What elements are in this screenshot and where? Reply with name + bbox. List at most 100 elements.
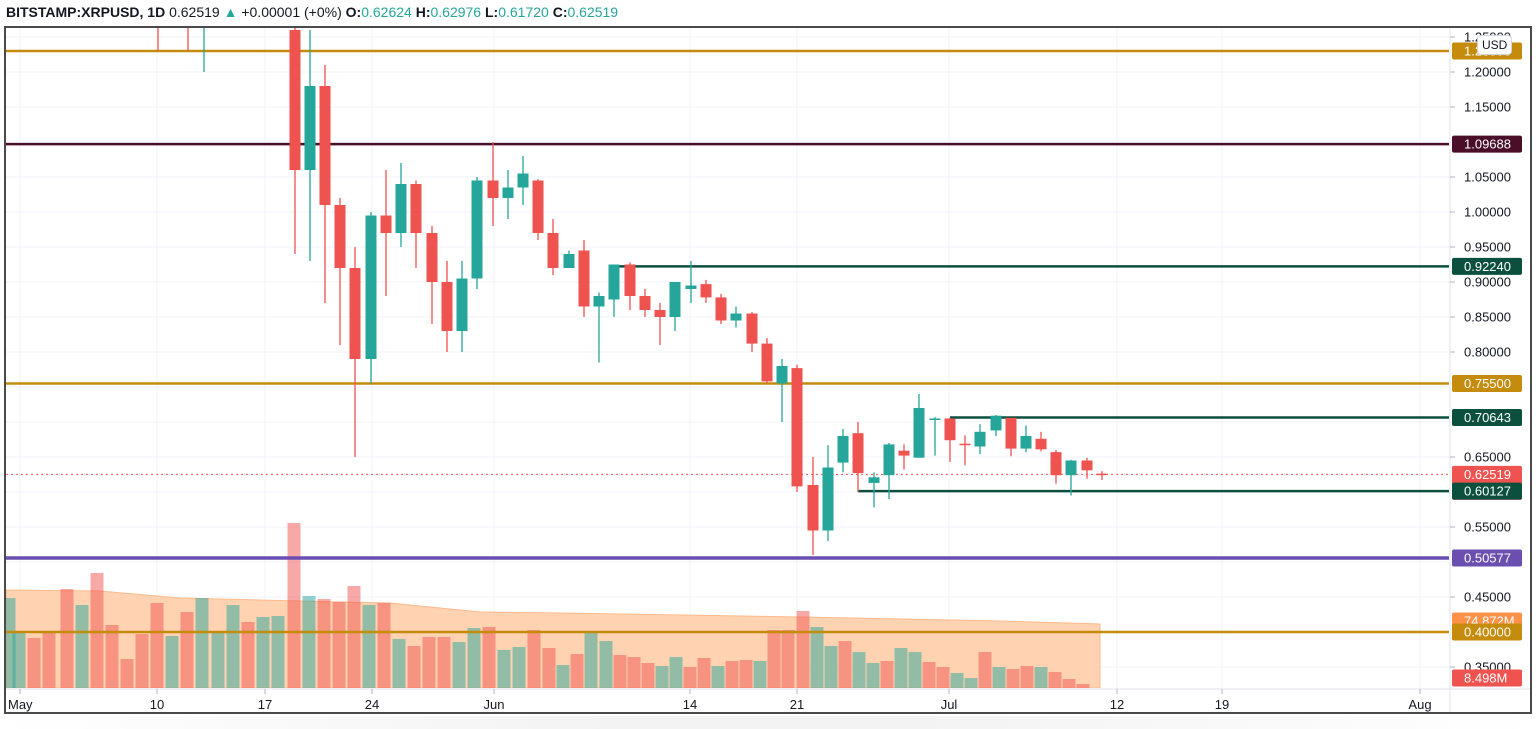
volume-bar: [377, 603, 391, 688]
candle-body: [304, 86, 316, 170]
volume-bar: [1076, 684, 1090, 688]
price-tag-label: 0.62519: [1464, 467, 1511, 482]
candle-body: [791, 368, 803, 487]
volume-bar: [669, 657, 683, 688]
price-tag-label: 8.498M: [1464, 671, 1507, 686]
x-tick-label: Aug: [1408, 697, 1431, 712]
candle-body: [730, 313, 742, 321]
volume-bar: [392, 639, 406, 688]
candle-body: [639, 296, 651, 310]
high-value: 0.62976: [430, 4, 482, 20]
symbol-title: BITSTAMP:XRPUSD, 1D: [6, 4, 166, 20]
y-tick-label: 1.05000: [1464, 170, 1511, 185]
price-tag: [1452, 375, 1522, 392]
candle-body: [1065, 460, 1077, 476]
candle-body: [913, 408, 925, 458]
volume-bar: [27, 638, 41, 688]
volume-bar: [655, 666, 669, 688]
volume-bars: [6, 523, 1101, 688]
volume-bar: [838, 641, 852, 688]
last-price: 0.62519: [169, 4, 220, 20]
volume-bar: [978, 652, 992, 688]
candle-body: [990, 415, 1002, 431]
volume-bar: [422, 637, 436, 688]
candle-body: [1020, 436, 1032, 449]
volume-bar: [135, 634, 149, 688]
volume-bar: [407, 646, 421, 688]
candle-body: [517, 173, 529, 188]
volume-bar: [256, 617, 270, 688]
volume-bar: [42, 632, 56, 688]
volume-bar: [584, 632, 598, 688]
volume-bar: [437, 637, 451, 688]
volume-bar: [922, 662, 936, 688]
candle-body: [852, 433, 864, 474]
x-tick-label: 14: [683, 697, 697, 712]
x-tick-label: Jul: [941, 697, 958, 712]
volume-bar: [753, 661, 767, 688]
volume-bar: [512, 647, 526, 688]
price-tag-label: 0.92240: [1464, 259, 1511, 274]
volume-bar: [627, 657, 641, 688]
candle-body: [685, 285, 697, 289]
candle-body: [776, 366, 788, 384]
up-triangle-icon: ▲: [223, 4, 238, 20]
price-tag: [1452, 482, 1522, 500]
volume-bar: [332, 602, 346, 688]
price-tag: [1452, 623, 1522, 641]
horizontal-levels[interactable]: [6, 49, 1450, 634]
candle-body: [868, 477, 880, 483]
volume-bar: [362, 605, 376, 688]
volume-bar: [12, 632, 26, 688]
volume-bar: [810, 627, 824, 688]
volume-bar: [824, 646, 838, 688]
currency-badge[interactable]: USD: [1477, 35, 1513, 55]
candle-body: [1035, 438, 1047, 450]
candle-body: [1005, 417, 1017, 449]
candle-body: [441, 282, 453, 331]
price-tag-label: 0.75500: [1464, 376, 1511, 391]
x-tick-label: 24: [365, 697, 379, 712]
price-tag-label: 1.09688: [1464, 137, 1511, 152]
price-tag-label: 0.50577: [1464, 550, 1511, 565]
volume-bar: [936, 667, 950, 688]
volume-bar: [697, 658, 711, 688]
candle-body: [608, 264, 620, 300]
volume-bar: [1048, 672, 1062, 688]
candle-body: [822, 467, 834, 531]
y-tick-label: 1.15000: [1464, 100, 1511, 115]
price-change: +0.00001 (+0%): [241, 4, 342, 20]
y-tick-label: 1.20000: [1464, 65, 1511, 80]
volume-bar: [852, 652, 866, 688]
candle-body: [883, 444, 895, 476]
candle-body: [1096, 473, 1108, 476]
volume-bar: [120, 659, 134, 688]
volume-bar: [767, 630, 781, 688]
x-tick-label: 10: [150, 697, 164, 712]
candle-body: [761, 343, 773, 382]
volume-bar: [165, 636, 179, 688]
candle-body: [349, 268, 361, 359]
close-value: 0.62519: [567, 4, 619, 20]
symbol-header: BITSTAMP:XRPUSD, 1D 0.62519 ▲ +0.00001 (…: [6, 2, 618, 22]
volume-bar: [964, 678, 978, 688]
y-tick-label: 0.90000: [1464, 275, 1511, 290]
volume-bar: [613, 655, 627, 688]
price-tag: [1452, 135, 1522, 153]
volume-bar: [711, 666, 725, 688]
volume-bar: [1006, 669, 1020, 688]
volume-bar: [599, 641, 613, 688]
volume-bar: [452, 642, 466, 688]
price-tag-label: 0.70643: [1464, 410, 1511, 425]
volume-bar: [195, 598, 209, 688]
candle-body: [593, 296, 605, 307]
volume-bar: [992, 667, 1006, 688]
volume-bar: [317, 599, 331, 688]
currency-label: USD: [1482, 38, 1508, 52]
volume-bar: [1062, 679, 1076, 688]
volume-bar: [287, 523, 301, 688]
time-axis[interactable]: May 10 17 24 Jun 14 21 Jul 12 19 Aug: [8, 689, 1432, 712]
candle-body: [1081, 460, 1093, 471]
volume-bar: [211, 632, 225, 688]
